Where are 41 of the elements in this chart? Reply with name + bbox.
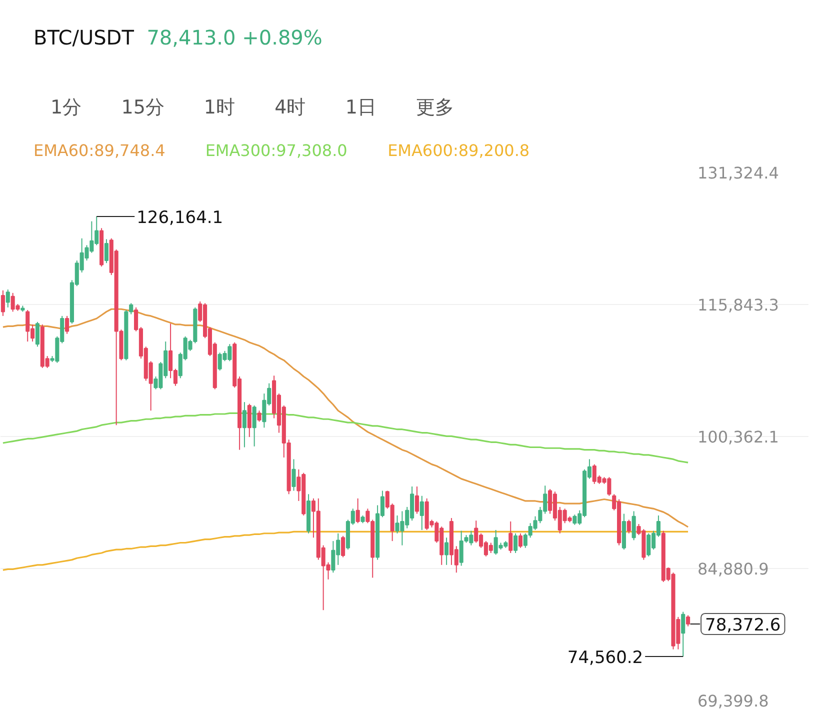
y-tick-label: 131,324.4 [698, 164, 779, 182]
candlestick [626, 519, 631, 534]
y-tick-label: 115,843.3 [698, 296, 779, 314]
candlestick [686, 614, 690, 627]
text: EMA600:89,200.8 [388, 141, 530, 160]
candlestick [444, 537, 449, 566]
candlestick [356, 498, 360, 524]
annotation: 126,164.1 [136, 208, 224, 228]
candlestick [104, 238, 108, 264]
candlestick [252, 404, 256, 447]
candlestick [242, 402, 246, 448]
candlestick [420, 495, 424, 530]
candlestick [292, 458, 296, 492]
candlestick [257, 410, 262, 422]
text: 1分 [50, 96, 82, 118]
text: EMA60:89,748.4 [34, 141, 166, 160]
text: 更多 [416, 96, 454, 118]
candlestick [518, 532, 522, 548]
candlestick [514, 532, 518, 554]
candlestick [681, 611, 686, 657]
candlestick [341, 535, 346, 558]
candlestick [247, 403, 252, 438]
candlestick [6, 289, 10, 308]
y-tick-label: 69,399.8 [698, 692, 769, 710]
candlestick [508, 520, 513, 554]
annotation: 74,560.2 [567, 648, 644, 668]
text: 1时 [204, 96, 235, 118]
y-tick-label: 84,880.9 [698, 560, 769, 578]
text: 15分 [121, 96, 164, 118]
chart-subtitle: 78,413.0 +0.89% [146, 26, 322, 50]
candlestick [414, 486, 419, 514]
chart-title: BTC/USDT [34, 26, 135, 50]
y-tick-label: 100,362.1 [698, 428, 779, 446]
candlestick [0, 290, 5, 316]
text: 1日 [345, 96, 376, 118]
candlestick [35, 321, 40, 348]
text: 4时 [274, 96, 306, 118]
text: 78,372.6 [705, 615, 781, 636]
text: EMA300:97,308.0 [205, 141, 348, 160]
candlestick [632, 510, 636, 541]
candlestick [65, 315, 70, 334]
